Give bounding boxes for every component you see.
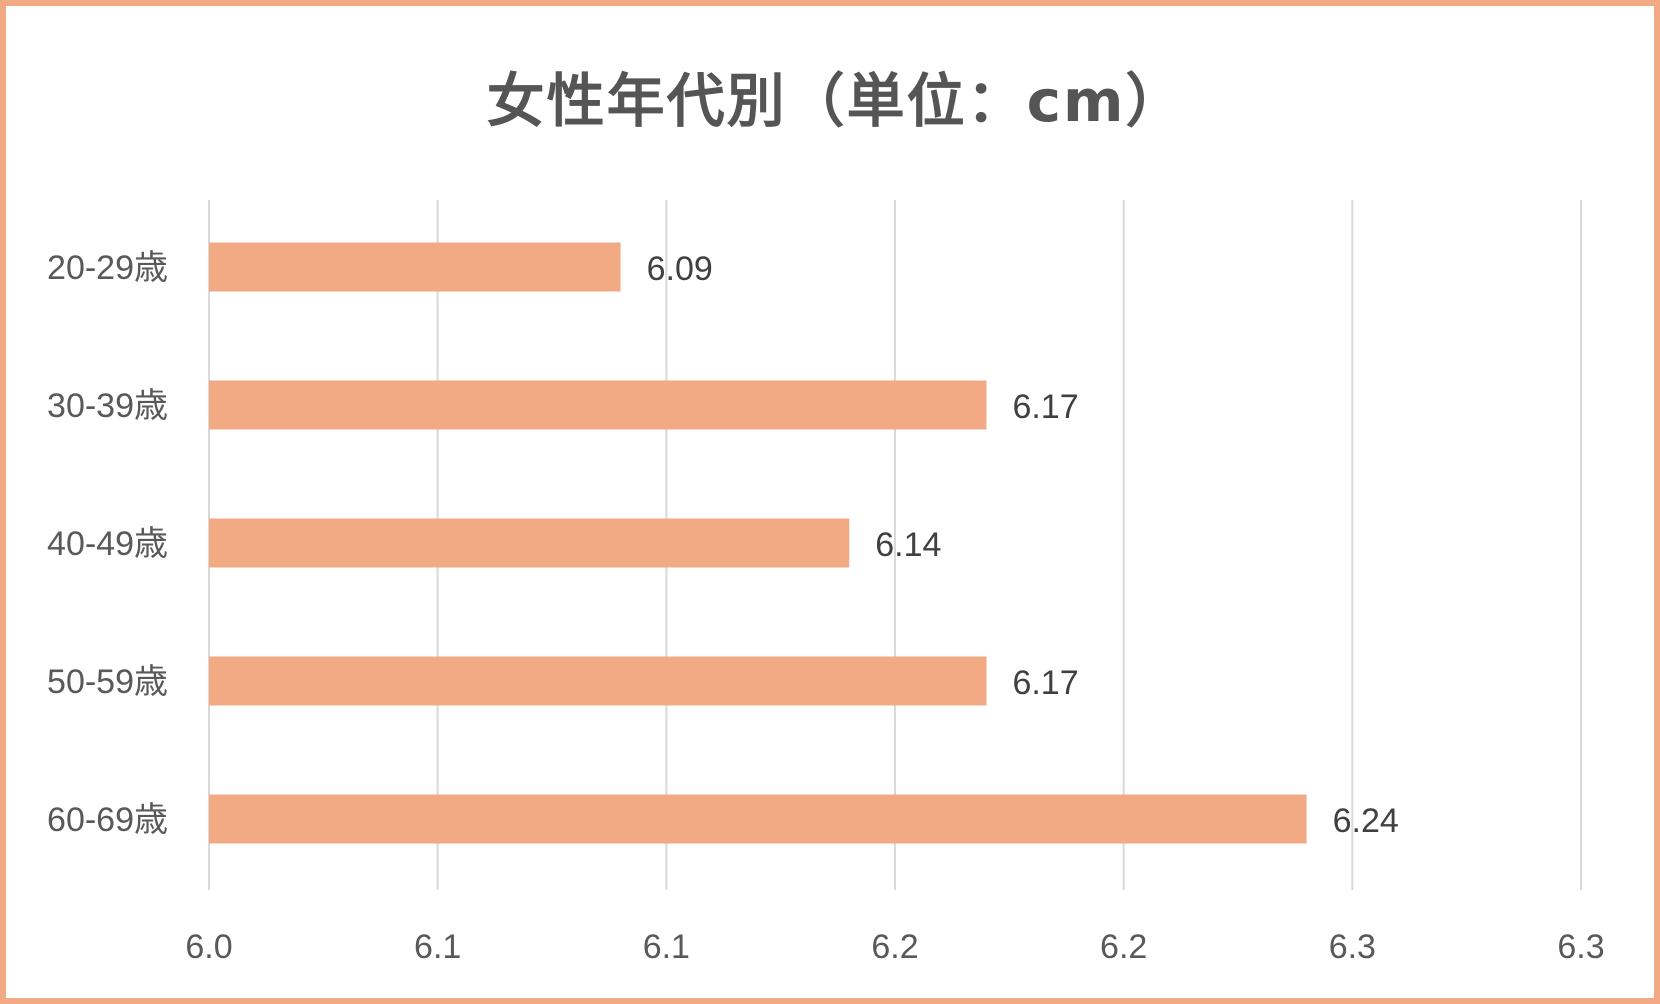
category-labels: 20-29歳 30-39歳 40-49歳 50-59歳 60-69歳 [47, 249, 168, 839]
bar [209, 518, 850, 568]
x-tick-label: 6.3 [1557, 928, 1604, 966]
category-label: 60-69歳 [47, 801, 168, 839]
category-label: 40-49歳 [47, 525, 168, 563]
category-label: 50-59歳 [47, 663, 168, 701]
data-label: 6.17 [1012, 388, 1078, 426]
data-label: 6.09 [647, 250, 713, 288]
x-tick-label: 6.0 [185, 928, 232, 966]
data-label: 6.17 [1012, 664, 1078, 702]
bar [209, 794, 1307, 844]
bars [209, 242, 1307, 844]
data-label: 6.24 [1333, 802, 1399, 840]
bar [209, 380, 987, 430]
x-tick-labels: 6.0 6.1 6.1 6.2 6.2 6.3 6.3 [185, 928, 1604, 966]
bar [209, 242, 621, 292]
x-tick-label: 6.2 [871, 928, 918, 966]
x-tick-label: 6.3 [1329, 928, 1376, 966]
data-labels: 6.09 6.17 6.14 6.17 6.24 [647, 250, 1399, 840]
x-tick-label: 6.1 [414, 928, 461, 966]
x-tick-label: 6.2 [1100, 928, 1147, 966]
chart-title: 女性年代別（単位：cm） [486, 67, 1186, 135]
category-label: 20-29歳 [47, 249, 168, 287]
x-tick-label: 6.1 [643, 928, 690, 966]
bar [209, 656, 987, 706]
category-label: 30-39歳 [47, 387, 168, 425]
data-label: 6.14 [875, 526, 941, 564]
